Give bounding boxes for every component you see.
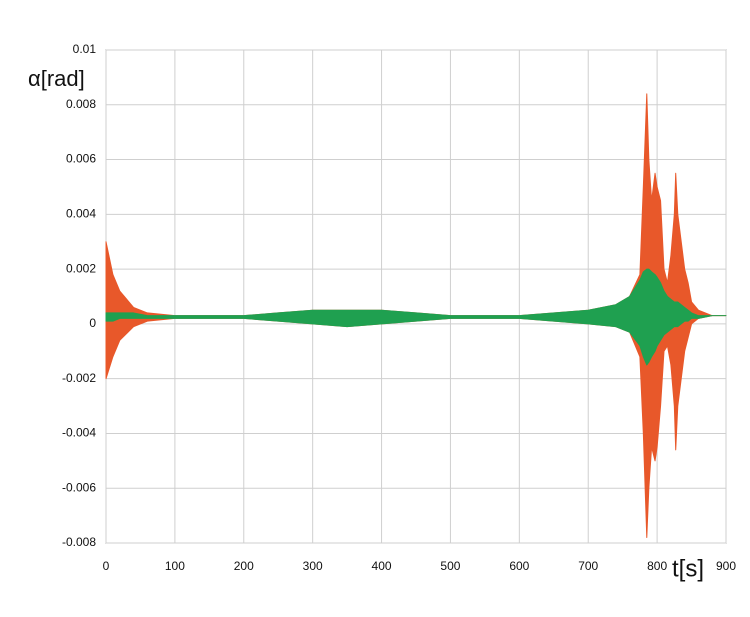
y-tick-label: 0.008 xyxy=(66,97,96,111)
x-tick-label: 700 xyxy=(578,559,598,573)
y-tick-label: -0.008 xyxy=(62,535,96,549)
signal-band xyxy=(105,268,727,366)
x-tick-label: 500 xyxy=(440,559,460,573)
plot-area xyxy=(105,49,727,544)
y-tick-label: 0.01 xyxy=(73,42,97,56)
x-tick-label: 600 xyxy=(509,559,529,573)
x-tick-label: 100 xyxy=(165,559,185,573)
y-axis-label: α[rad] xyxy=(28,66,85,91)
y-tick-label: -0.004 xyxy=(62,426,96,440)
x-tick-label: 900 xyxy=(716,559,736,573)
x-tick-label: 300 xyxy=(303,559,323,573)
x-tick-label: 0 xyxy=(103,559,110,573)
y-tick-label: 0.002 xyxy=(66,261,96,275)
x-axis-label: t[s] xyxy=(672,555,704,582)
y-tick-label: -0.006 xyxy=(62,480,96,494)
y-tick-label: 0.004 xyxy=(66,207,96,221)
y-tick-label: -0.002 xyxy=(62,371,96,385)
x-tick-label: 800 xyxy=(647,559,667,573)
y-tick-label: 0.006 xyxy=(66,152,96,166)
y-tick-label: 0 xyxy=(89,316,96,330)
x-tick-label: 200 xyxy=(234,559,254,573)
x-tick-label: 400 xyxy=(372,559,392,573)
